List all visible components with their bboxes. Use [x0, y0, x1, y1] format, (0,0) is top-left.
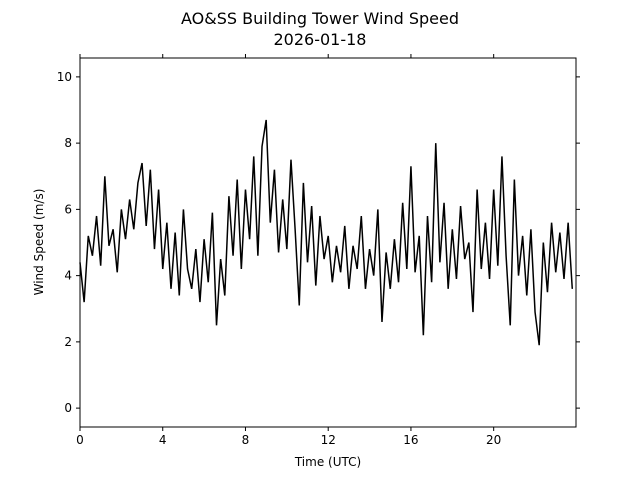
y-tick-label: 8	[64, 136, 72, 150]
plot-frame	[79, 57, 577, 428]
y-axis-label: Wind Speed (m/s)	[32, 189, 46, 296]
x-axis-label: Time (UTC)	[294, 455, 361, 469]
x-tick-label: 4	[159, 433, 167, 447]
x-tick-label: 0	[76, 433, 84, 447]
x-tick-label: 12	[321, 433, 336, 447]
x-tick-label: 20	[486, 433, 501, 447]
y-tick-label: 0	[64, 401, 72, 415]
wind-line	[79, 119, 574, 346]
x-tick-label: 16	[403, 433, 418, 447]
y-tick-label: 6	[64, 202, 72, 216]
x-tick-label: 8	[242, 433, 250, 447]
chart-subtitle: 2026-01-18	[274, 30, 367, 49]
y-tick-label: 4	[64, 269, 72, 283]
y-tick-label: 2	[64, 335, 72, 349]
chart-title: AO&SS Building Tower Wind Speed	[181, 9, 459, 28]
y-tick-label: 10	[57, 70, 72, 84]
